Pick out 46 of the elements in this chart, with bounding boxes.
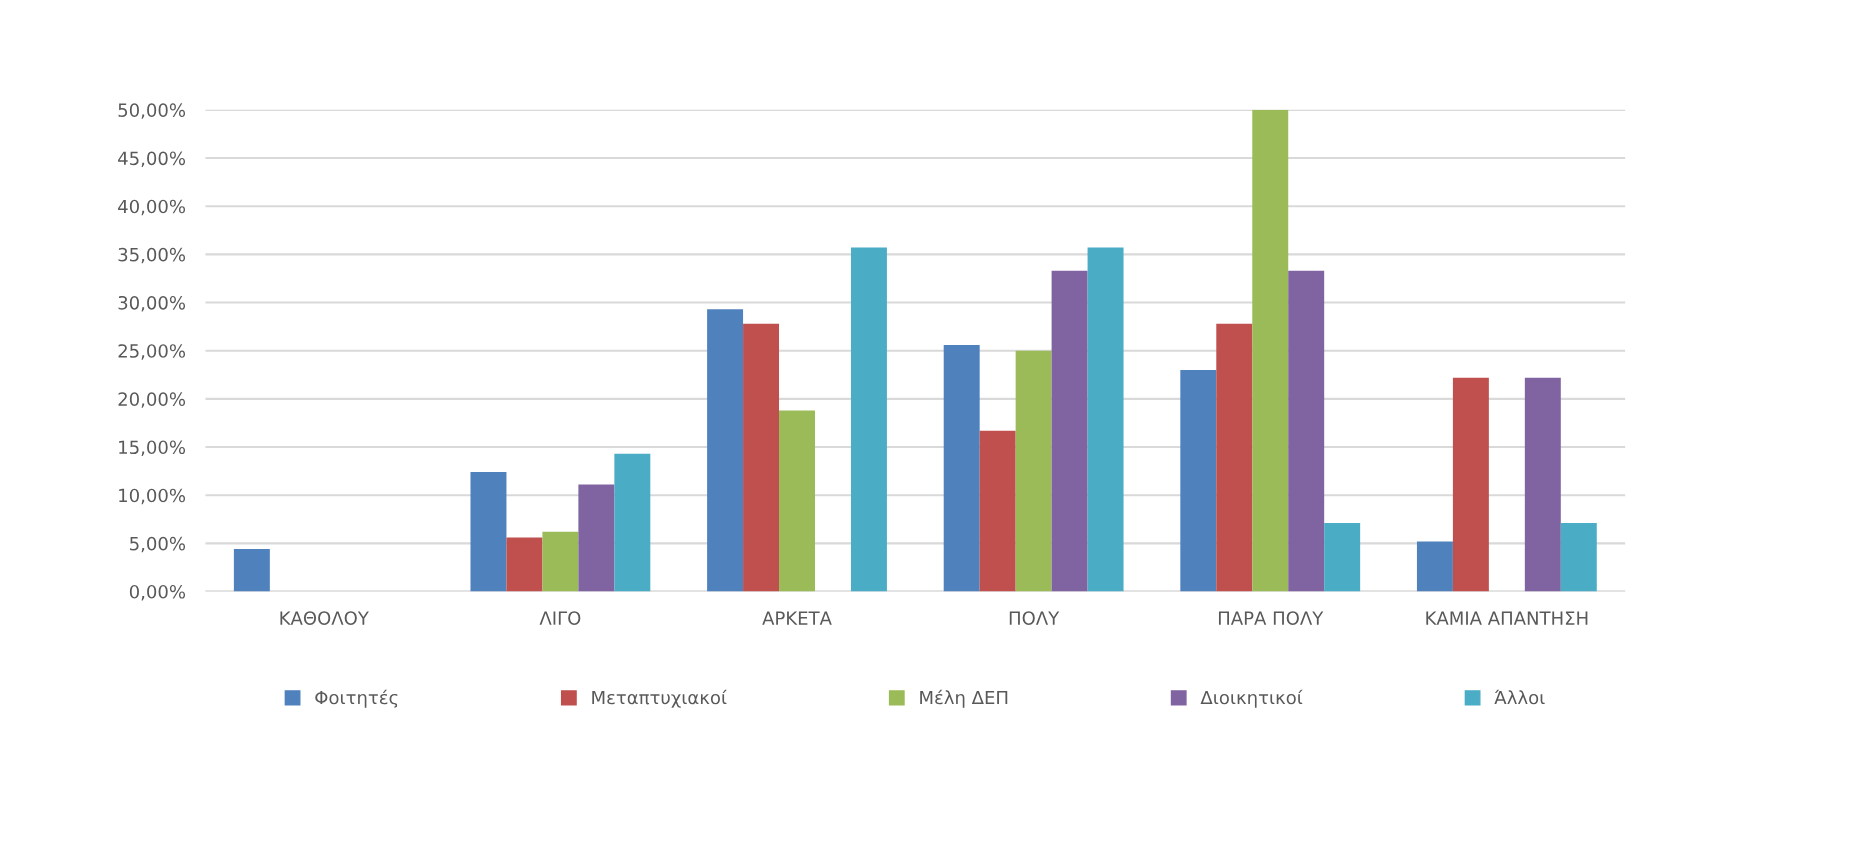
y-tick-label: 25,00% — [118, 344, 186, 360]
legend-label: Άλλοι — [1494, 689, 1545, 705]
bar — [707, 309, 744, 592]
bar — [1560, 523, 1597, 592]
bar — [506, 537, 543, 592]
bar — [1324, 523, 1361, 592]
y-tick-label: 45,00% — [118, 151, 186, 167]
bar — [1216, 323, 1253, 592]
bar — [743, 323, 780, 592]
y-tick-label: 15,00% — [119, 440, 186, 456]
y-tick-label: 5,00% — [130, 536, 186, 553]
y-tick-label: 0,00% — [129, 584, 186, 601]
y-tick-label: 40,00% — [118, 199, 186, 216]
y-tick-label: 10,00% — [119, 488, 186, 505]
y-tick-label: 35,00% — [118, 247, 186, 264]
bar — [1524, 377, 1561, 592]
x-tick-label: ΚΑΜΙΑ ΑΠΑΝΤΗΣΗ — [1426, 611, 1588, 625]
y-tick-label: 20,00% — [118, 392, 186, 408]
bar — [1087, 247, 1124, 592]
bar — [1252, 109, 1289, 592]
legend-label: Μεταπτυχιακοί — [592, 689, 727, 708]
bar — [1051, 270, 1088, 592]
y-tick-label: 50,00% — [118, 103, 186, 119]
legend-label: Μέλη ΔΕΠ — [920, 689, 1008, 708]
bar — [850, 247, 887, 592]
bar — [979, 430, 1016, 592]
bar — [614, 453, 651, 592]
bar — [470, 472, 507, 592]
bar — [1288, 270, 1325, 592]
bar — [1452, 377, 1489, 592]
x-tick-label: ΠΑΡΑ ΠΟΛΥ — [1218, 611, 1324, 625]
bar — [1416, 541, 1453, 592]
bar — [542, 531, 579, 592]
bar — [1180, 369, 1217, 592]
x-tick-label: ΚΑΘΟΛΟΥ — [280, 611, 369, 625]
bar — [1015, 350, 1052, 592]
x-tick-label: ΑΡΚΕΤΑ — [762, 611, 832, 625]
x-tick-label: ΛΙΓΟ — [539, 611, 581, 625]
bar — [943, 344, 980, 592]
bar — [578, 484, 615, 592]
x-tick-label: ΠΟΛΥ — [1009, 611, 1060, 625]
bar — [779, 410, 815, 592]
legend-label: Διοικητικοί — [1200, 689, 1303, 708]
bar — [233, 549, 270, 592]
legend-label: Φοιτητές — [315, 689, 398, 708]
y-tick-label: 30,00% — [118, 295, 186, 312]
